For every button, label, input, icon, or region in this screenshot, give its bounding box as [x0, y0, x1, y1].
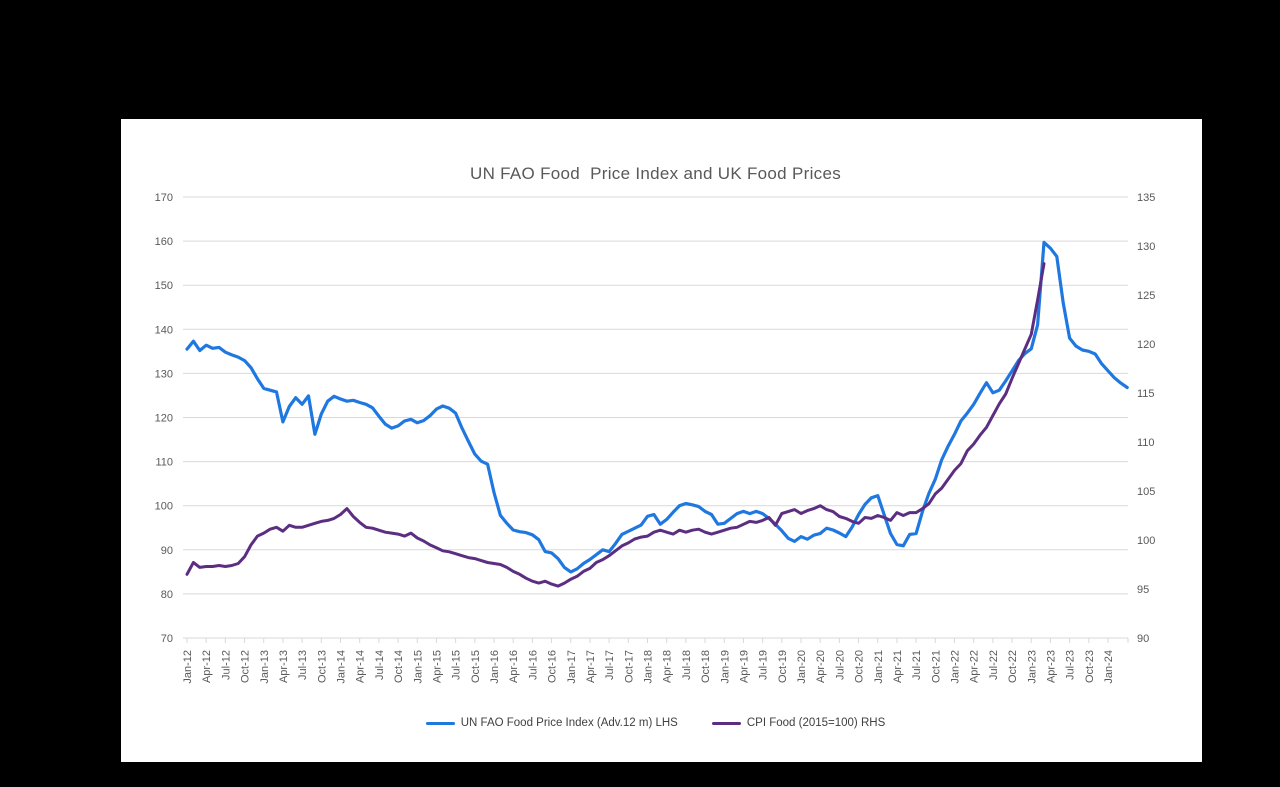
x-axis-label: Apr-22: [969, 650, 981, 683]
right-axis-label: 135: [1137, 192, 1155, 204]
x-axis-label: Jan-23: [1026, 650, 1038, 684]
legend-label-fao: UN FAO Food Price Index (Adv.12 m) LHS: [460, 717, 678, 729]
x-axis-label: Oct-22: [1007, 650, 1019, 683]
x-axis-label: Oct-21: [930, 650, 942, 683]
x-axis-label: Apr-21: [892, 650, 904, 683]
x-axis-label: Jul-21: [911, 650, 923, 680]
x-axis-label: Apr-20: [815, 650, 827, 683]
legend-line-fao-icon: [425, 721, 455, 725]
legend-label-cpi: CPI Food (2015=100) RHS: [746, 717, 886, 729]
x-axis-label: Jan-24: [1103, 650, 1115, 684]
x-axis-label: Jan-14: [336, 650, 348, 684]
x-axis-label: Oct-12: [240, 650, 252, 683]
chart-title: UN FAO Food Price Index and UK Food Pric…: [470, 164, 841, 183]
x-axis-label: Jul-22: [988, 650, 1000, 680]
x-axis-label: Oct-20: [854, 650, 866, 683]
x-axis-label: Jul-18: [681, 650, 693, 680]
right-axis-label: 100: [1137, 535, 1155, 547]
x-axis-label: Jul-15: [451, 650, 463, 680]
legend-line-cpi-icon: [711, 721, 741, 725]
legend-item-fao: UN FAO Food Price Index (Adv.12 m) LHS: [425, 717, 678, 729]
x-axis-label: Apr-17: [585, 650, 597, 683]
x-axis-label: Oct-14: [393, 650, 405, 683]
x-axis-label: Oct-16: [547, 650, 559, 683]
x-axis-label: Jul-13: [297, 650, 309, 680]
left-axis-label: 100: [155, 501, 173, 513]
left-axis-label: 90: [161, 545, 173, 557]
x-axis-label: Jul-16: [527, 650, 539, 680]
x-axis-label: Apr-16: [508, 650, 520, 683]
right-axis-label: 120: [1137, 339, 1155, 351]
x-axis-label: Apr-23: [1045, 650, 1057, 683]
x-axis-label: Apr-19: [738, 650, 750, 683]
x-axis-label: Apr-18: [662, 650, 674, 683]
x-axis-label: Jul-17: [604, 650, 616, 680]
right-axis-label: 90: [1137, 633, 1149, 645]
x-axis-label: Apr-12: [201, 650, 213, 683]
x-axis-label: Jan-19: [719, 650, 731, 684]
x-axis-label: Jan-15: [412, 650, 424, 684]
x-axis-label: Oct-13: [316, 650, 328, 683]
x-axis-label: Jul-20: [834, 650, 846, 680]
x-axis-label: Jan-22: [950, 650, 962, 684]
right-axis-label: 105: [1137, 486, 1155, 498]
left-axis-label: 150: [155, 280, 173, 292]
left-axis-label: 140: [155, 324, 173, 336]
x-axis-label: Jan-18: [643, 650, 655, 684]
x-axis-label: Jul-23: [1065, 650, 1077, 680]
x-axis-label: Jan-13: [259, 650, 271, 684]
x-axis-label: Oct-19: [777, 650, 789, 683]
right-axis-label: 95: [1137, 584, 1149, 596]
left-axis-label: 110: [155, 457, 173, 469]
chart-panel: UN FAO Food Price Index and UK Food Pric…: [121, 119, 1202, 762]
left-axis-label: 120: [155, 413, 173, 425]
x-axis-label: Jan-20: [796, 650, 808, 684]
series-line-fao: [185, 240, 1129, 574]
x-axis-label: Jan-17: [566, 650, 578, 684]
x-axis-label: Jul-19: [758, 650, 770, 680]
right-axis-label: 125: [1137, 290, 1155, 302]
x-axis-label: Apr-13: [278, 650, 290, 683]
x-axis-label: Jul-14: [374, 650, 386, 680]
x-axis-label: Oct-18: [700, 650, 712, 683]
x-axis-label: Apr-14: [355, 650, 367, 683]
series-line-cpi: [185, 262, 1046, 588]
chart-legend: UN FAO Food Price Index (Adv.12 m) LHS C…: [183, 717, 1128, 729]
right-axis-label: 130: [1137, 241, 1155, 253]
left-axis-label: 170: [155, 192, 173, 204]
right-axis-label: 115: [1137, 388, 1155, 400]
x-axis-label: Jan-21: [873, 650, 885, 684]
left-axis-label: 80: [161, 589, 173, 601]
right-axis-label: 110: [1137, 437, 1155, 449]
x-axis-label: Apr-15: [431, 650, 443, 683]
x-axis-label: Oct-17: [623, 650, 635, 683]
chart-svg: 70 80 90 100 110 120 130 140 150 160 170 90 95 100 105…: [155, 192, 1156, 684]
x-axis-label: Oct-15: [470, 650, 482, 683]
left-axis-label: 130: [155, 368, 173, 380]
left-axis-label: 160: [155, 236, 173, 248]
legend-item-cpi: CPI Food (2015=100) RHS: [711, 717, 886, 729]
x-axis-label: Oct-23: [1084, 650, 1096, 683]
left-axis-label: 70: [161, 633, 173, 645]
x-axis-label: Jan-12: [182, 650, 194, 684]
x-axis-label: Jul-12: [220, 650, 232, 680]
x-axis-label: Jan-16: [489, 650, 501, 684]
